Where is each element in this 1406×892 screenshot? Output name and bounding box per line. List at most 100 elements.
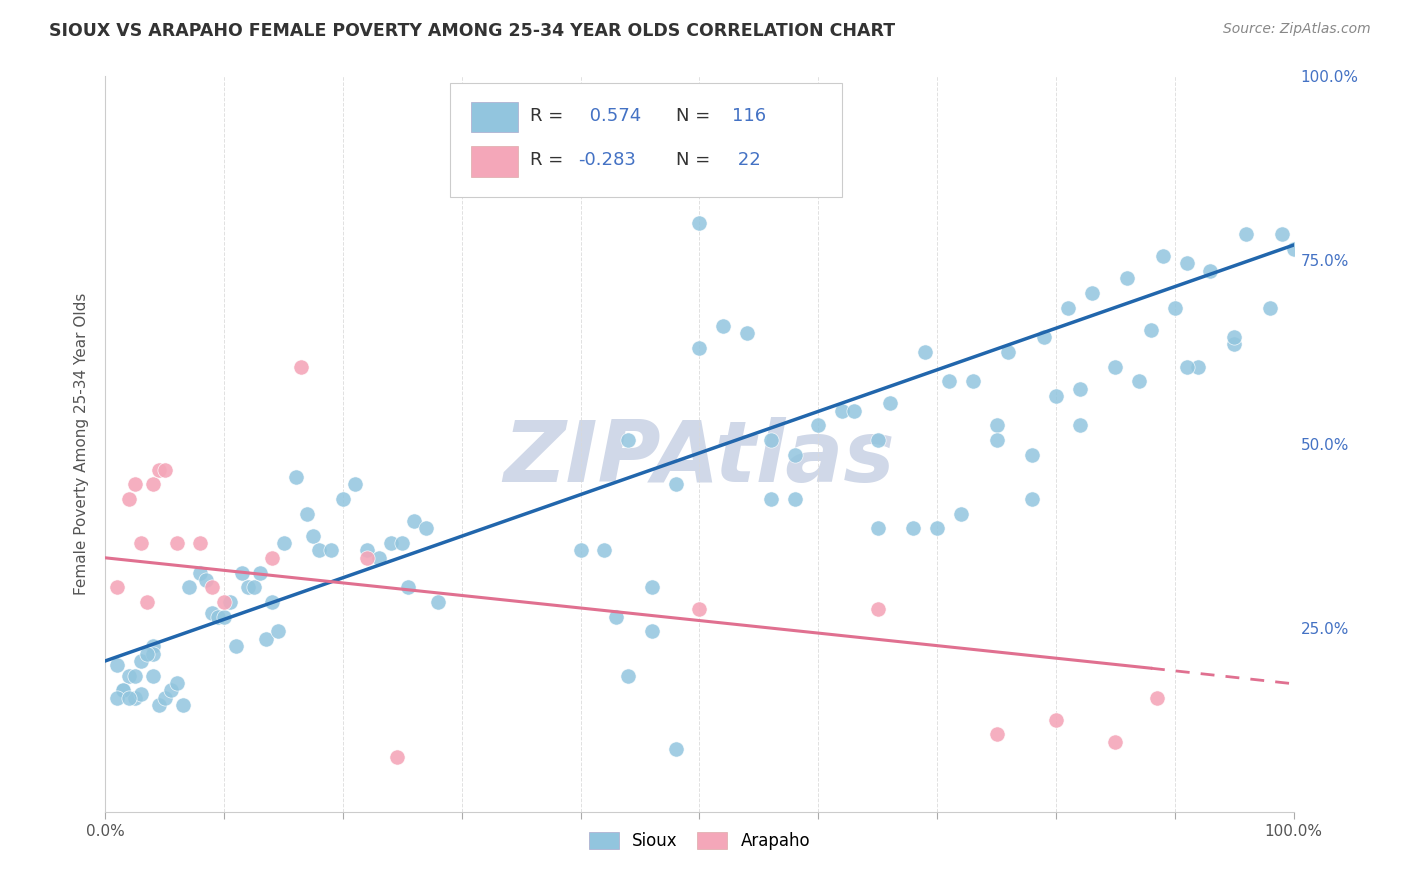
Point	[166, 676, 188, 690]
Point	[1140, 323, 1163, 337]
Point	[249, 566, 271, 580]
Point	[689, 341, 711, 355]
Point	[321, 543, 343, 558]
Point	[903, 521, 925, 535]
Point	[153, 462, 176, 476]
Point	[1234, 227, 1257, 241]
Point	[142, 647, 165, 661]
Point	[201, 580, 224, 594]
Point	[831, 403, 853, 417]
Text: 22: 22	[731, 152, 761, 169]
FancyBboxPatch shape	[471, 102, 517, 133]
Point	[201, 606, 224, 620]
Point	[148, 698, 170, 712]
Point	[546, 91, 568, 105]
Point	[866, 433, 889, 447]
Point	[665, 742, 688, 756]
Text: SIOUX VS ARAPAHO FEMALE POVERTY AMONG 25-34 YEAR OLDS CORRELATION CHART: SIOUX VS ARAPAHO FEMALE POVERTY AMONG 25…	[49, 22, 896, 40]
Point	[593, 543, 616, 558]
Point	[129, 654, 152, 668]
Point	[783, 491, 806, 506]
Point	[1045, 713, 1067, 727]
Y-axis label: Female Poverty Among 25-34 Year Olds: Female Poverty Among 25-34 Year Olds	[73, 293, 89, 595]
Point	[1152, 249, 1174, 263]
Text: N =: N =	[676, 107, 716, 125]
Point	[1199, 264, 1222, 278]
Point	[172, 698, 194, 712]
Point	[404, 514, 426, 528]
Point	[1033, 330, 1056, 344]
Point	[759, 491, 782, 506]
Point	[385, 749, 408, 764]
Point	[1128, 374, 1150, 388]
Point	[190, 536, 212, 550]
Point	[225, 639, 247, 653]
Point	[129, 687, 152, 701]
Point	[1056, 301, 1078, 315]
Point	[914, 344, 936, 359]
Point	[302, 529, 325, 543]
Point	[1080, 285, 1102, 300]
Point	[148, 462, 170, 476]
Point	[735, 326, 758, 341]
Point	[962, 374, 984, 388]
Point	[190, 566, 212, 580]
Point	[997, 344, 1019, 359]
Point	[1045, 389, 1067, 403]
Point	[665, 477, 688, 491]
Text: R =: R =	[530, 107, 568, 125]
Point	[367, 550, 389, 565]
Point	[396, 580, 419, 594]
Point	[879, 396, 901, 410]
Point	[1069, 382, 1091, 396]
Point	[136, 647, 159, 661]
Point	[807, 418, 830, 433]
Point	[866, 521, 889, 535]
Point	[124, 477, 146, 491]
Point	[689, 602, 711, 616]
Point	[136, 595, 159, 609]
Point	[166, 536, 188, 550]
Point	[214, 595, 236, 609]
Point	[711, 318, 734, 333]
Point	[986, 727, 1008, 741]
Point	[142, 477, 165, 491]
Point	[641, 624, 664, 639]
Point	[474, 91, 496, 105]
Point	[153, 690, 176, 705]
FancyBboxPatch shape	[471, 145, 517, 177]
Point	[308, 543, 330, 558]
Point	[1223, 337, 1246, 351]
Point	[617, 668, 640, 682]
Point	[129, 536, 152, 550]
Point	[124, 690, 146, 705]
Point	[925, 521, 948, 535]
Point	[641, 580, 664, 594]
Point	[332, 491, 354, 506]
Point	[297, 507, 319, 521]
Point	[142, 668, 165, 682]
Point	[219, 595, 242, 609]
Point	[1021, 448, 1043, 462]
Point	[617, 433, 640, 447]
Point	[486, 91, 509, 105]
Point	[450, 91, 472, 105]
Point	[1116, 271, 1139, 285]
Point	[159, 683, 181, 698]
Text: N =: N =	[676, 152, 716, 169]
Point	[1187, 359, 1209, 374]
Point	[356, 543, 378, 558]
Point	[391, 536, 413, 550]
Point	[1146, 690, 1168, 705]
Point	[1104, 359, 1126, 374]
Point	[866, 602, 889, 616]
Point	[759, 433, 782, 447]
Point	[1069, 418, 1091, 433]
Point	[243, 580, 266, 594]
Point	[105, 580, 128, 594]
Point	[1175, 359, 1198, 374]
Point	[516, 91, 538, 105]
Point	[118, 491, 141, 506]
Text: 116: 116	[731, 107, 766, 125]
Text: 0.574: 0.574	[585, 107, 641, 125]
